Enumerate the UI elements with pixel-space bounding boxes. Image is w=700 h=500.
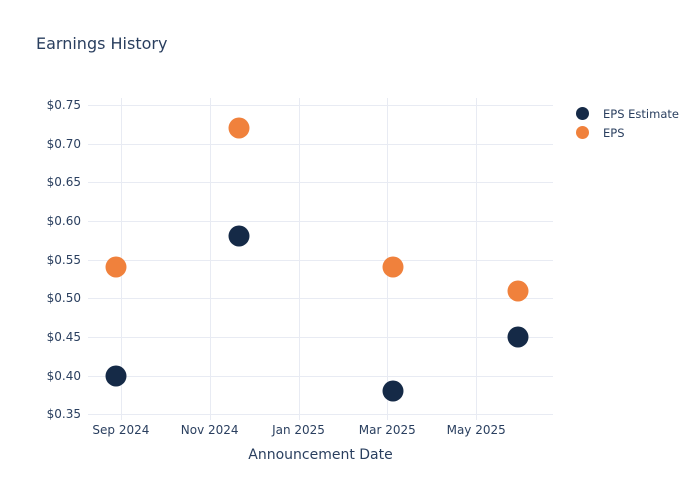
legend-swatch-eps-icon (576, 126, 589, 139)
gridline-x (209, 98, 211, 414)
x-tick-label: May 2025 (446, 423, 506, 437)
legend-item-eps-estimate[interactable]: EPS Estimate (576, 104, 679, 123)
x-tick-mark (209, 414, 211, 420)
gridline-x (298, 98, 300, 414)
gridline-y (88, 105, 553, 106)
y-tick-label: $0.45 (46, 329, 81, 344)
data-point-eps[interactable] (507, 280, 528, 301)
y-tick-label: $0.75 (46, 98, 81, 112)
gridline-x (476, 98, 478, 414)
legend-label-eps: EPS (603, 125, 625, 140)
x-tick-label: Sep 2024 (92, 423, 150, 437)
y-tick-label: $0.70 (46, 136, 81, 151)
legend-label-eps-estimate: EPS Estimate (603, 106, 679, 121)
x-tick-mark (387, 414, 389, 420)
gridline-x (387, 98, 389, 414)
y-tick-label: $0.35 (46, 407, 81, 422)
gridline-y (88, 414, 553, 416)
x-tick-label: Mar 2025 (358, 423, 416, 437)
y-tick-label: $0.50 (46, 291, 81, 306)
legend-item-eps[interactable]: EPS (576, 123, 679, 142)
x-axis-title: Announcement Date (248, 447, 393, 463)
x-tick-mark (476, 414, 478, 420)
x-tick-mark (298, 414, 300, 420)
y-tick-label: $0.55 (46, 252, 81, 267)
x-tick-mark (120, 414, 122, 420)
y-tick-label: $0.60 (46, 213, 81, 228)
data-point-eps-estimate[interactable] (382, 380, 404, 402)
data-point-eps-estimate[interactable] (228, 225, 250, 247)
gridline-y (88, 220, 553, 222)
data-point-eps[interactable] (228, 117, 250, 139)
gridline-y (88, 182, 553, 184)
gridline-y (88, 336, 553, 338)
gridline-y (88, 259, 553, 261)
legend: EPS Estimate EPS (576, 104, 679, 142)
plot-area: $0.35 $0.40 $0.45 $0.50 $0.55 $0.60 $0.65 $0.70… (47, 98, 553, 437)
gridline-y (88, 143, 553, 145)
chart-title: Earnings History (36, 34, 168, 53)
gridline-y (88, 375, 553, 377)
gridline-x (120, 98, 122, 414)
data-point-eps[interactable] (105, 256, 127, 278)
data-point-eps-estimate[interactable] (105, 365, 127, 387)
gridline-y (88, 298, 553, 300)
legend-swatch-eps-estimate-icon (576, 107, 589, 120)
x-tick-label: Nov 2024 (180, 423, 239, 437)
data-point-eps[interactable] (382, 256, 404, 278)
x-tick-label: Jan 2025 (272, 423, 325, 437)
data-point-eps-estimate[interactable] (507, 326, 528, 348)
y-tick-label: $0.65 (46, 175, 81, 190)
y-tick-label: $0.40 (46, 368, 81, 383)
